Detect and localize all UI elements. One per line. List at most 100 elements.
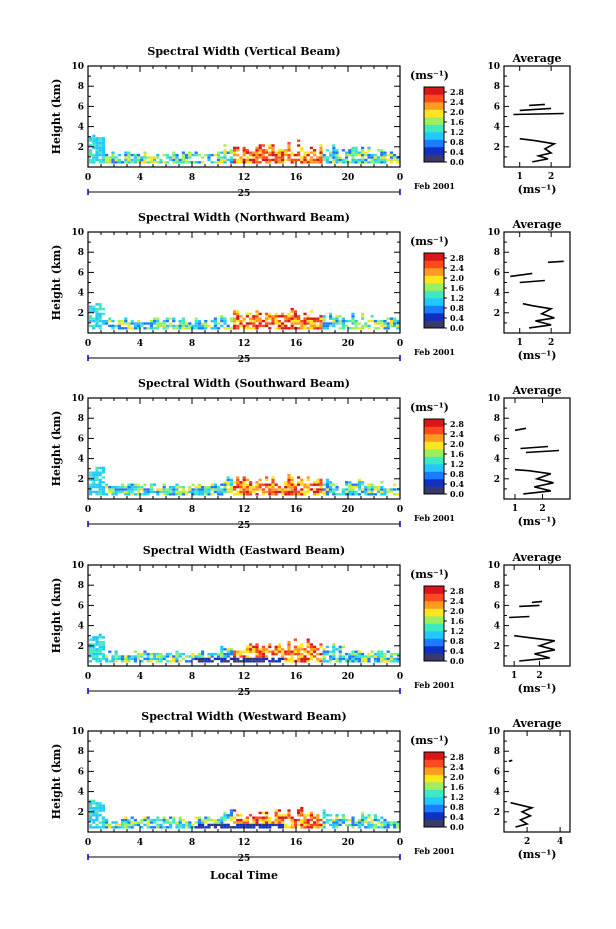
heatmap-cell xyxy=(329,490,333,494)
heatmap-cell xyxy=(188,322,192,325)
heatmap-cell xyxy=(175,823,179,827)
heatmap-cell xyxy=(130,485,134,489)
heatmap-cell xyxy=(229,816,233,819)
heatmap-cell xyxy=(92,814,96,817)
heatmap-cell xyxy=(149,818,153,822)
average-y-tick-label: 6 xyxy=(494,601,500,611)
colorbar-segment xyxy=(424,426,444,435)
heatmap-cell xyxy=(370,490,374,494)
heatmap-cell xyxy=(242,153,246,157)
heatmap-cell xyxy=(153,490,157,494)
colorbar-tick-label: 0.0 xyxy=(450,656,464,666)
heatmap-cell xyxy=(313,826,317,829)
heatmap-cell xyxy=(181,490,185,494)
heatmap-cell xyxy=(377,821,381,824)
heatmap-cell xyxy=(191,161,195,164)
heatmap-cell xyxy=(92,806,96,810)
heatmap-cell xyxy=(165,821,169,824)
heatmap-cell xyxy=(373,153,377,157)
heatmap-cell xyxy=(233,317,237,320)
heatmap-cell xyxy=(239,481,243,484)
heatmap-cell xyxy=(332,643,336,646)
heatmap-cell xyxy=(274,648,278,651)
heatmap-cell xyxy=(89,806,93,810)
heatmap-cell xyxy=(249,312,253,316)
heatmap-cell xyxy=(325,652,329,656)
heatmap-cell xyxy=(236,481,240,484)
heatmap-cell xyxy=(140,818,144,822)
heatmap-cell xyxy=(341,657,345,661)
heatmap-cell xyxy=(172,821,176,824)
heatmap-cell xyxy=(265,151,269,154)
heatmap-cell xyxy=(277,324,281,328)
heatmap-cell xyxy=(380,158,384,162)
heatmap-cell xyxy=(217,818,221,822)
heatmap-cell xyxy=(95,158,99,162)
heatmap-cell xyxy=(281,161,285,164)
heatmap-cell xyxy=(213,490,217,494)
heatmap-cell xyxy=(229,818,233,822)
date-month-year: Feb 2001 xyxy=(414,181,455,191)
heatmap-cell xyxy=(306,488,310,491)
heatmap-cell xyxy=(127,485,131,489)
heatmap-cell xyxy=(297,648,301,651)
heatmap-cell xyxy=(159,488,163,491)
heatmap-cell xyxy=(281,153,285,157)
heatmap-cell xyxy=(319,146,323,150)
heatmap-cell xyxy=(361,814,365,817)
heatmap-cell xyxy=(274,818,278,822)
heatmap-cell xyxy=(210,652,214,656)
colorbar-segment xyxy=(424,253,444,261)
heatmap-cell xyxy=(236,149,240,152)
heatmap-cell xyxy=(287,814,291,817)
heatmap-cell xyxy=(322,816,326,819)
heatmap-cell xyxy=(95,648,99,651)
heatmap-cell xyxy=(277,657,281,661)
average-frame xyxy=(503,730,571,833)
heatmap-cell xyxy=(213,652,217,656)
heatmap-cell xyxy=(303,648,307,651)
heatmap-cell xyxy=(274,156,278,159)
heatmap-cell xyxy=(89,310,93,313)
heatmap-cell xyxy=(220,660,224,663)
heatmap-cell xyxy=(367,655,371,658)
heatmap-cell xyxy=(249,657,253,661)
heatmap-cell xyxy=(226,826,230,829)
heatmap-cell xyxy=(149,660,153,663)
heatmap-cell xyxy=(341,645,345,649)
colorbar-segment xyxy=(424,819,444,828)
heatmap-cell xyxy=(236,660,240,663)
heatmap-cell xyxy=(165,153,169,157)
heatmap-cell xyxy=(303,660,307,663)
heatmap-cell xyxy=(287,476,291,479)
heatmap-cell xyxy=(322,327,326,330)
heatmap-cell xyxy=(373,818,377,822)
heatmap-cell xyxy=(105,161,109,164)
heatmap-cell xyxy=(143,818,147,822)
heatmap-cell xyxy=(265,814,269,817)
heatmap-cell xyxy=(316,814,320,817)
heatmap-cell xyxy=(92,645,96,649)
colorbar-segment xyxy=(424,313,444,321)
heatmap-cell xyxy=(268,821,272,824)
heatmap-cell xyxy=(332,488,336,491)
heatmap-cell xyxy=(175,821,179,824)
heatmap-cell xyxy=(322,648,326,651)
heatmap-cell xyxy=(277,821,281,824)
heatmap-cell xyxy=(319,319,323,323)
heatmap-cell xyxy=(223,488,227,491)
x-tick-label: 12 xyxy=(238,672,251,682)
heatmap-cell xyxy=(389,319,393,323)
heatmap-cell xyxy=(98,826,102,829)
heatmap-cell xyxy=(316,317,320,320)
heatmap-cell xyxy=(233,826,237,829)
heatmap-cell xyxy=(357,153,361,157)
heatmap-cell xyxy=(217,652,221,656)
heatmap-cell xyxy=(303,327,307,330)
heatmap-cell xyxy=(156,652,160,656)
heatmap-cell xyxy=(95,638,99,641)
heatmap-cell xyxy=(226,648,230,651)
heatmap-cell xyxy=(297,809,301,812)
heatmap-cell xyxy=(252,816,256,819)
heatmap-cell xyxy=(287,144,291,147)
